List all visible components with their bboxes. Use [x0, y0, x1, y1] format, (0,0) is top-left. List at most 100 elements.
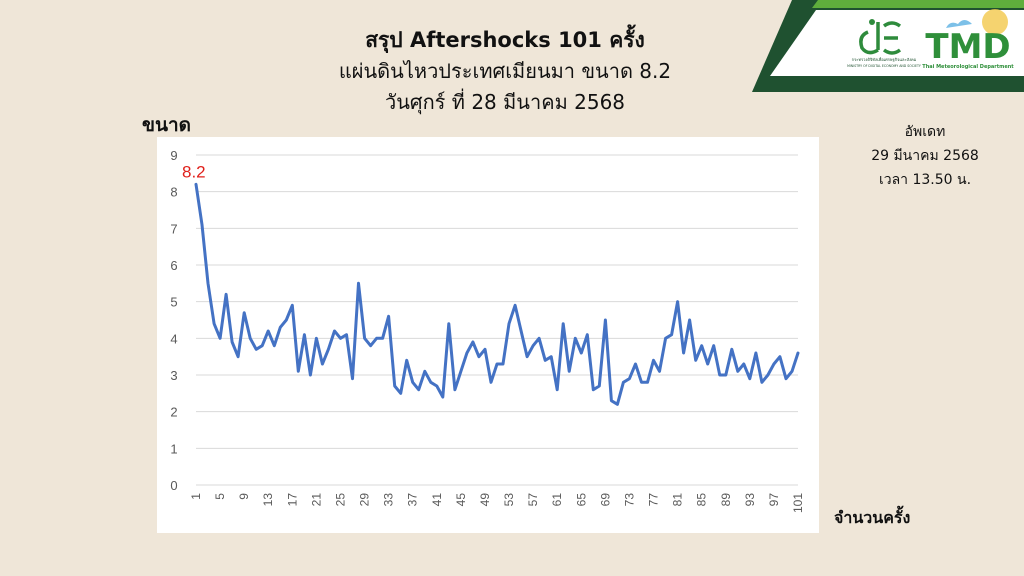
chart-title-block: สรุป Aftershocks 101 ครั้ง แผ่นดินไหวประ… — [265, 24, 745, 118]
data-point — [309, 374, 311, 376]
data-point — [514, 304, 516, 306]
data-point — [713, 345, 715, 347]
data-point — [357, 282, 360, 284]
y-tick-label: 0 — [170, 478, 177, 493]
update-time: เวลา 13.50 น. — [878, 172, 972, 188]
x-tick-label: 81 — [671, 493, 685, 507]
data-point — [785, 378, 787, 380]
x-tick-label: 9 — [237, 493, 251, 500]
y-tick-label: 3 — [170, 368, 177, 383]
data-point — [719, 374, 721, 376]
data-point — [460, 370, 462, 372]
x-tick-label: 53 — [502, 493, 516, 507]
y-tick-label: 4 — [170, 331, 177, 346]
data-point — [556, 389, 558, 391]
x-tick-label: 25 — [333, 493, 347, 507]
data-point — [478, 356, 480, 358]
x-tick-label: 49 — [478, 493, 492, 507]
data-point — [237, 356, 239, 358]
x-axis-label: จำนวนครั้ง — [834, 508, 911, 527]
data-point — [418, 389, 420, 391]
data-point — [773, 363, 775, 365]
data-point — [568, 370, 570, 372]
x-tick-label: 5 — [213, 493, 227, 500]
data-point — [345, 334, 348, 336]
data-point — [580, 352, 582, 354]
data-point — [315, 337, 317, 339]
data-point — [388, 315, 390, 317]
data-point — [701, 345, 703, 347]
data-point — [574, 337, 576, 339]
x-tick-label: 33 — [382, 493, 396, 507]
data-point — [670, 334, 673, 336]
data-point — [484, 348, 486, 350]
data-point — [592, 389, 594, 391]
data-point — [291, 304, 293, 306]
data-point — [562, 323, 564, 325]
chart-subtitle-date: วันศุกร์ ที่ 28 มีนาคม 2568 — [384, 90, 626, 114]
data-point — [532, 345, 534, 347]
data-point — [640, 381, 643, 383]
data-point — [454, 389, 456, 391]
data-point — [538, 337, 540, 339]
data-point — [622, 381, 625, 383]
data-point — [797, 352, 799, 354]
data-point — [502, 363, 504, 365]
data-point — [339, 337, 342, 339]
x-tick-label: 65 — [574, 493, 588, 507]
y-tick-label: 8 — [170, 185, 177, 200]
data-point — [695, 359, 697, 361]
y-tick-label: 5 — [170, 295, 177, 310]
x-tick-label: 1 — [189, 493, 203, 500]
data-point — [779, 356, 781, 358]
data-point — [394, 385, 396, 387]
data-point — [496, 363, 498, 365]
data-point — [490, 381, 492, 383]
series-line — [194, 182, 800, 406]
corner-green-stripe — [812, 0, 1024, 8]
data-point — [303, 334, 305, 336]
data-point — [400, 392, 402, 394]
data-point — [195, 183, 197, 185]
data-point — [436, 385, 438, 387]
data-point — [201, 224, 203, 226]
update-info: อัพเดท 29 มีนาคม 2568 เวลา 13.50 น. — [860, 120, 990, 192]
data-point — [285, 319, 287, 321]
x-tick-label: 29 — [358, 493, 372, 507]
data-point — [261, 345, 263, 347]
data-point — [321, 363, 324, 365]
data-point — [376, 337, 378, 339]
header-corner-banner — [752, 0, 1024, 92]
data-point — [743, 363, 745, 365]
chart-title: สรุป Aftershocks 101 ครั้ง — [365, 28, 645, 52]
data-point — [664, 337, 667, 339]
data-point — [677, 301, 679, 303]
data-point — [550, 356, 552, 358]
x-tick-label: 89 — [719, 493, 733, 507]
data-point — [333, 330, 336, 332]
x-tick-label: 13 — [261, 493, 275, 507]
data-point — [598, 385, 600, 387]
data-point — [219, 337, 221, 339]
data-point — [255, 348, 257, 350]
data-point — [683, 352, 685, 354]
y-tick-label: 6 — [170, 258, 177, 273]
data-point — [213, 323, 215, 325]
data-point — [689, 319, 691, 321]
x-tick-label: 93 — [743, 493, 757, 507]
data-point — [279, 326, 281, 328]
chart-plot-area: 0 1 2 3 4 5 6 7 8 9 1 5 9 13 17 21 25 29 33 37 41 45 49 53 57 61 6… — [157, 137, 819, 533]
data-point — [604, 319, 606, 321]
data-point — [586, 334, 588, 336]
data-point — [267, 330, 269, 332]
y-tick-label: 1 — [170, 441, 177, 456]
data-point — [273, 345, 275, 347]
x-tick-label: 17 — [285, 493, 299, 507]
data-point — [610, 400, 612, 402]
data-point — [755, 352, 757, 354]
data-point — [526, 356, 528, 358]
data-point — [725, 374, 727, 376]
y-tick-label: 9 — [170, 148, 177, 163]
data-point — [382, 337, 384, 339]
